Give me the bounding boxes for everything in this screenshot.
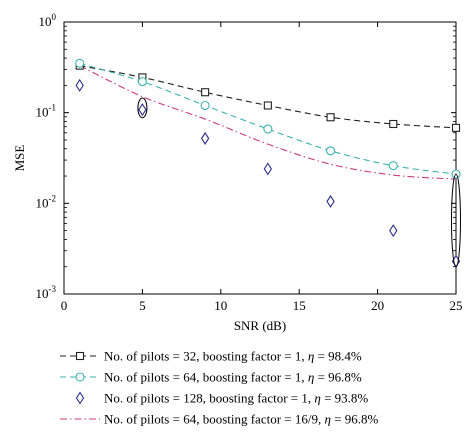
x-tick-label: 25: [450, 298, 463, 313]
y-tick-label: 10-3: [36, 284, 57, 301]
series-1-point: [201, 88, 210, 97]
series-2-point: [263, 124, 273, 134]
y-axis-label: MSE: [12, 145, 27, 172]
legend-label: No. of pilots = 64, boosting factor = 1,…: [104, 370, 362, 385]
y-tick-label: 10-2: [36, 193, 57, 210]
x-tick-label: 5: [139, 298, 146, 313]
annotation-ellipse: [451, 173, 461, 268]
series-3-point: [75, 78, 84, 92]
series-3-point: [326, 194, 335, 208]
annotation-ellipse: [137, 97, 148, 119]
legend-marker: [75, 372, 85, 382]
series-1-point: [451, 123, 461, 132]
series-2-point: [137, 77, 147, 87]
axis-ticks: 0 5 10 15 20 25 100 10-1 10-2 10-3: [36, 12, 463, 313]
series-3-point: [138, 103, 147, 117]
series-2-point: [326, 146, 336, 156]
series-2-point: [388, 161, 398, 171]
series-2-point: [200, 100, 210, 111]
x-tick-label: 10: [214, 298, 227, 313]
y-tick-label: 10-1: [36, 103, 57, 120]
plot-area: [63, 21, 457, 295]
series-3-point: [200, 131, 210, 145]
annotations-layer: [137, 97, 461, 268]
legend: No. of pilots = 32, boosting factor = 1,…: [60, 349, 379, 427]
series-3-point: [389, 224, 398, 238]
series-2-point: [75, 58, 85, 68]
series-3-point: [263, 162, 272, 176]
legend-marker: [75, 391, 85, 405]
x-axis-label: SNR (dB): [234, 318, 286, 333]
legend-label: No. of pilots = 32, boosting factor = 1,…: [104, 349, 362, 364]
series-1-point: [326, 113, 335, 122]
y-tick-label: 100: [39, 12, 57, 29]
legend-label: No. of pilots = 128, boosting factor = 1…: [104, 391, 368, 406]
legend-marker: [75, 351, 85, 361]
series-1-point: [389, 119, 398, 129]
legend-label: No. of pilots = 64, boosting factor = 16…: [104, 412, 379, 427]
series-line-4: [79, 65, 456, 180]
markers-layer: [75, 58, 461, 268]
x-tick-label: 20: [371, 298, 384, 313]
x-tick-label: 15: [293, 298, 306, 313]
x-tick-label: 0: [61, 298, 68, 313]
series-1-point: [263, 101, 272, 110]
